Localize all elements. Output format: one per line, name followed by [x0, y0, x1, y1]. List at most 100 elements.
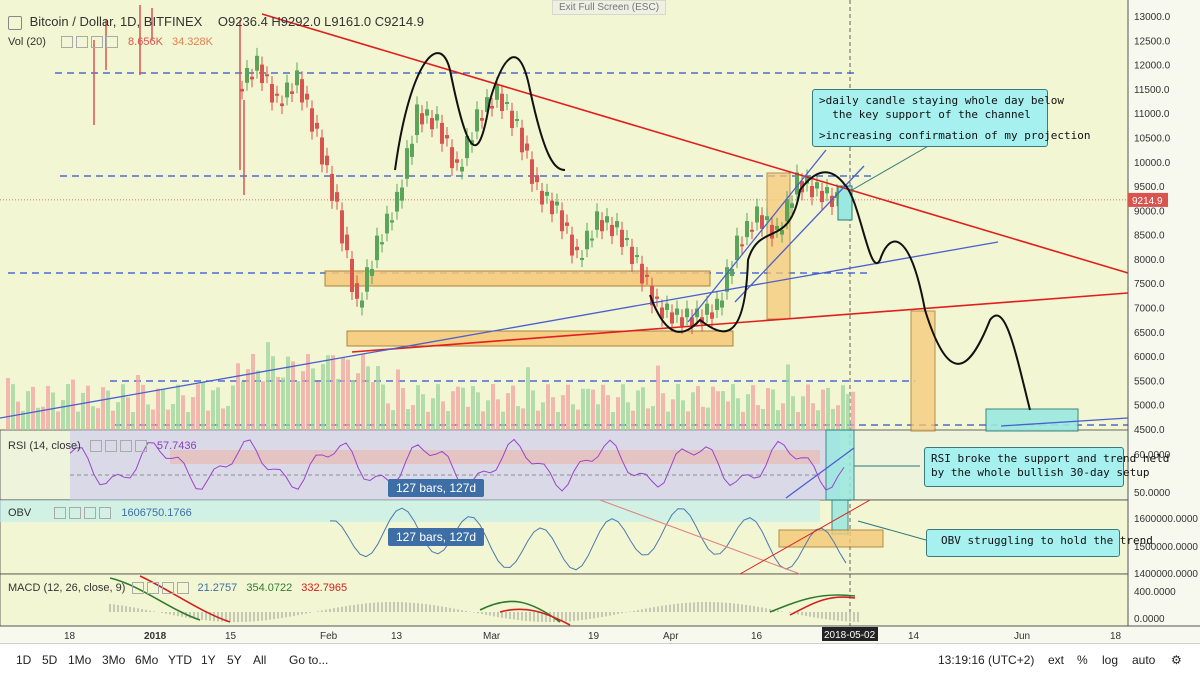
candle-body [430, 118, 434, 130]
range-5d-button[interactable]: 5D [42, 653, 58, 667]
volume-bar [181, 395, 185, 430]
close-icon[interactable] [119, 440, 132, 453]
rsi-callout-text: RSI broke the support and trend held by … [931, 452, 1169, 479]
candle-body [555, 201, 559, 206]
price-tick-label: 9000.0 [1134, 206, 1165, 217]
extended-hours-toggle[interactable]: ext [1048, 653, 1065, 667]
volume-bar [641, 387, 645, 430]
volume-bar [616, 397, 620, 430]
candle-body [490, 105, 494, 109]
range-ytd-button[interactable]: YTD [168, 653, 192, 667]
volume-bar [676, 384, 680, 430]
candle-body [350, 258, 354, 292]
obv-tick-label: 1400000.0000 [1134, 569, 1198, 580]
candle-body [265, 74, 269, 77]
auto-scale-toggle[interactable]: auto [1132, 653, 1156, 667]
candle-body [775, 225, 779, 230]
volume-bar [146, 404, 150, 430]
candle-body [630, 246, 634, 265]
volume-bar [56, 411, 60, 430]
projection-callout[interactable]: >daily candle staying whole day below th… [812, 89, 1091, 147]
ascending-support-line-red [351, 292, 1129, 353]
candle-body [380, 242, 384, 245]
range-6mo-button[interactable]: 6Mo [135, 653, 159, 667]
candle-body [355, 283, 359, 299]
channel-upper-line [687, 149, 827, 323]
range-1y-button[interactable]: 1Y [201, 653, 216, 667]
obv-label: OBV [8, 507, 32, 519]
exit-fullscreen-button[interactable]: Exit Full Screen (ESC) [552, 0, 667, 15]
volume-bar [516, 406, 520, 430]
percent-scale-toggle[interactable]: % [1077, 653, 1088, 667]
volume-bar [176, 384, 180, 430]
candle-body [540, 190, 544, 205]
volume-bar [331, 355, 335, 430]
price-tick-label: 6500.0 [1134, 328, 1165, 339]
candle-body [255, 55, 259, 71]
candle-body [785, 199, 789, 222]
volume-bar [501, 411, 505, 430]
eye-icon[interactable] [54, 507, 67, 520]
volume-bar [621, 384, 625, 430]
volume-bar [36, 407, 40, 430]
range-3mo-button[interactable]: 3Mo [102, 653, 126, 667]
goto-button[interactable]: Go to... [289, 653, 329, 667]
volume-bar [11, 384, 15, 430]
price-tick-label: 8000.0 [1134, 255, 1165, 266]
range-all-button[interactable]: All [253, 653, 267, 667]
log-scale-toggle[interactable]: log [1102, 653, 1119, 667]
volume-legend: Vol (20) 8.656K 34.328K [8, 36, 213, 49]
volume-bar [846, 394, 850, 430]
close-icon[interactable] [162, 582, 175, 595]
volume-bar [836, 405, 840, 430]
range-1mo-button[interactable]: 1Mo [68, 653, 92, 667]
volume-bar [611, 411, 615, 430]
close-icon[interactable] [90, 36, 103, 49]
candle-body [635, 255, 639, 258]
volume-bar [41, 406, 45, 430]
settings-icon[interactable] [75, 36, 88, 49]
long-term-trend-line [0, 241, 999, 419]
volume-bar [201, 382, 205, 430]
volume-bar [606, 395, 610, 430]
volume-bar [776, 410, 780, 430]
time-tick-label: Mar [483, 631, 501, 642]
volume-bar [351, 380, 355, 430]
volume-bar [241, 381, 245, 430]
settings-icon[interactable] [147, 582, 160, 595]
price-tick-label: 9500.0 [1134, 182, 1165, 193]
support-zone-upper [324, 270, 711, 287]
settings-icon[interactable] [69, 507, 82, 520]
more-icon[interactable] [177, 582, 190, 595]
more-icon[interactable] [99, 507, 112, 520]
range-1d-button[interactable]: 1D [16, 653, 32, 667]
volume-bar [66, 384, 70, 430]
close-icon[interactable] [84, 507, 97, 520]
volume-bar [96, 408, 100, 430]
price-tick-label: 5500.0 [1134, 376, 1165, 387]
time-tick-label: Feb [320, 631, 338, 642]
more-icon[interactable] [105, 36, 118, 49]
bottom-toolbar: 1D 5D 1Mo 3Mo 6Mo YTD 1Y 5Y All Go to...… [0, 643, 1200, 676]
eye-icon[interactable] [132, 582, 145, 595]
eye-icon[interactable] [89, 440, 102, 453]
volume-bar [356, 373, 360, 430]
volume-bar [841, 385, 845, 430]
volume-bar [751, 385, 755, 430]
obv-callout[interactable]: OBV struggling to hold the trend [926, 529, 1153, 557]
volume-bar [281, 377, 285, 430]
chart-settings-icon[interactable]: ⚙ [1171, 653, 1182, 667]
rsi-callout[interactable]: RSI broke the support and trend held by … [924, 447, 1169, 487]
volume-bar [476, 392, 480, 430]
symbol-collapse-icon[interactable] [8, 15, 22, 30]
range-5y-button[interactable]: 5Y [227, 653, 242, 667]
volume-bar [761, 409, 765, 430]
candle-body [580, 257, 584, 260]
volume-bar [756, 405, 760, 430]
price-projection-curve [649, 171, 1031, 411]
more-icon[interactable] [134, 440, 147, 453]
settings-icon[interactable] [104, 440, 117, 453]
eye-icon[interactable] [60, 36, 73, 49]
candle-body [465, 136, 469, 159]
time-tick-label: 13 [391, 631, 403, 642]
